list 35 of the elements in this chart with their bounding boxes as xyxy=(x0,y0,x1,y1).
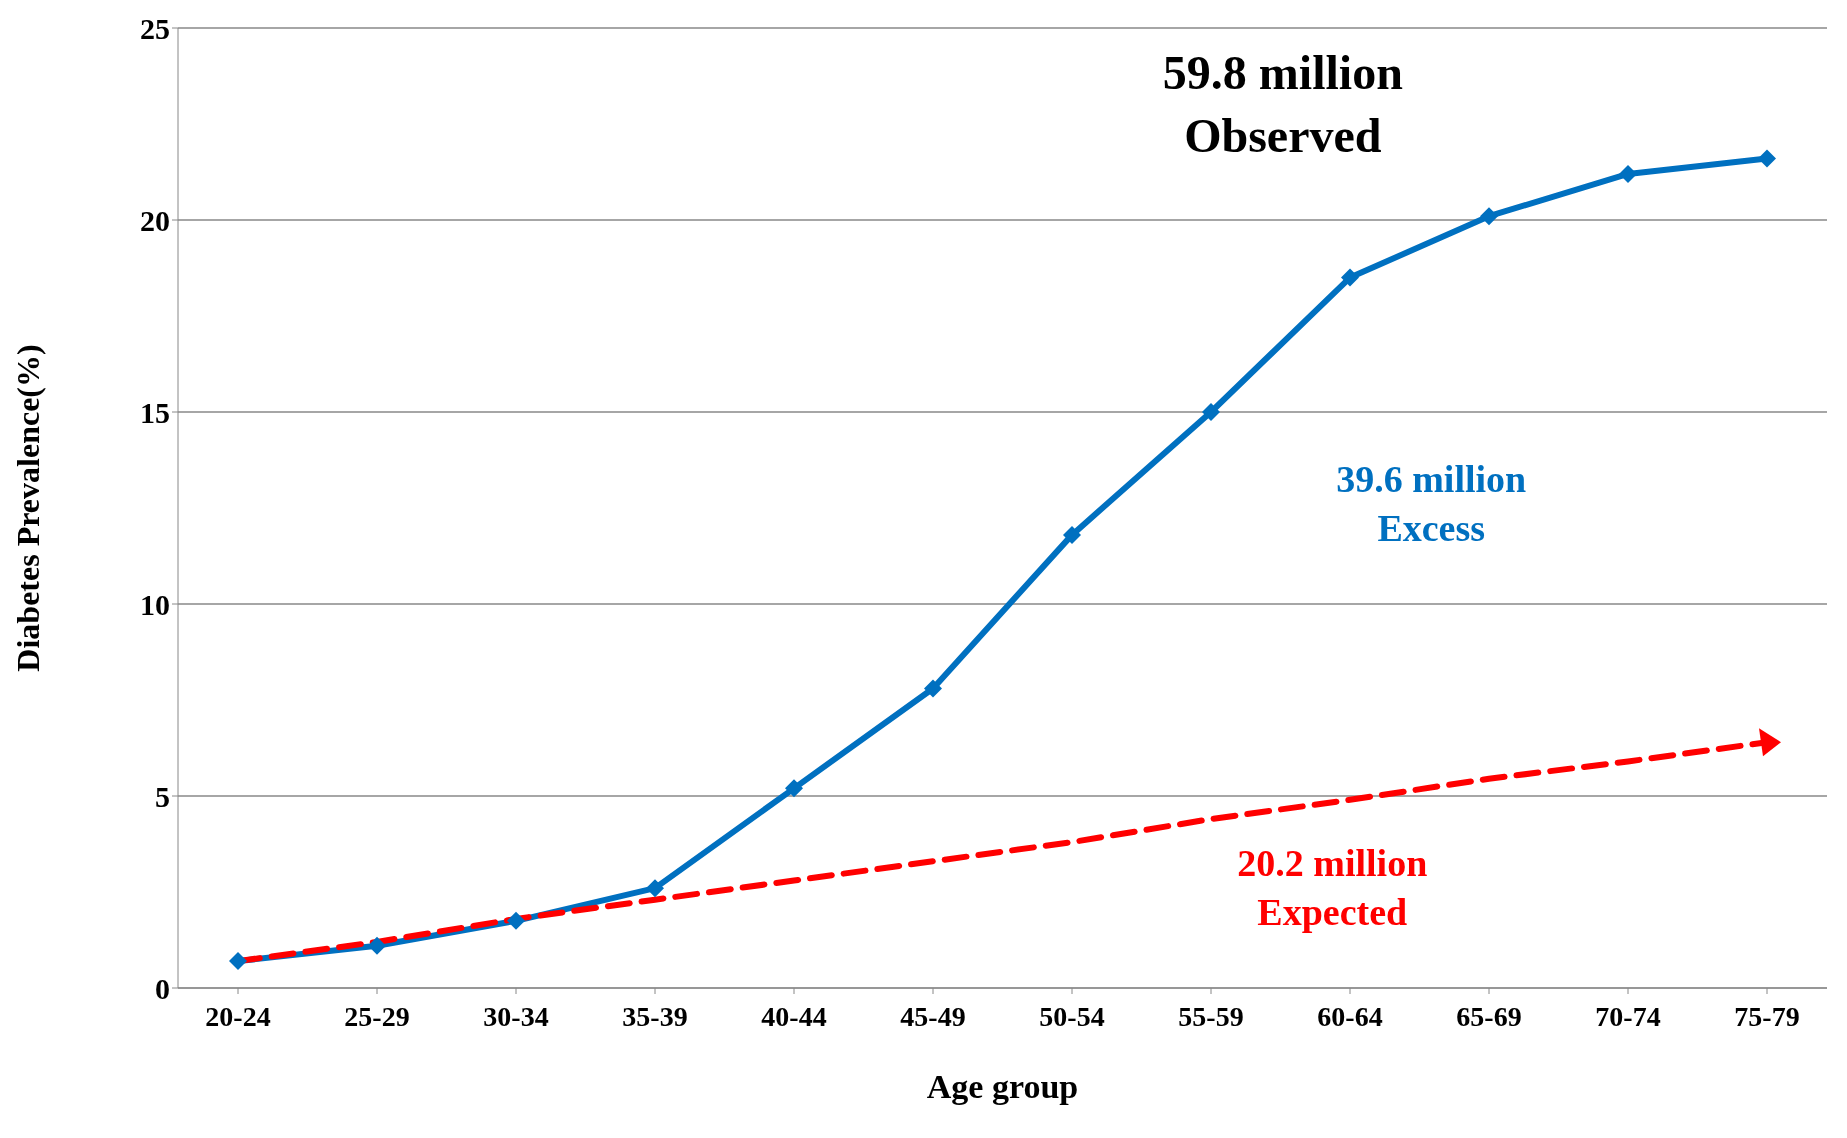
y-axis-title: Diabetes Prevalence(%) xyxy=(10,344,47,672)
annotation: 59.8 million Observed xyxy=(1161,45,1404,164)
x-tick-label: 75-79 xyxy=(1734,1000,1800,1032)
point xyxy=(229,952,247,971)
x-tick-label: 70-74 xyxy=(1595,1000,1661,1032)
y-tick-label: 5 xyxy=(155,779,170,813)
point xyxy=(1480,207,1498,226)
y-tick-label: 25 xyxy=(140,11,170,45)
x-tick-label: 45-49 xyxy=(900,1000,966,1032)
x-axis-title: Age group xyxy=(926,1068,1079,1105)
point xyxy=(507,911,525,930)
y-tick-label: 15 xyxy=(140,395,170,429)
point xyxy=(646,879,664,898)
point xyxy=(1758,149,1776,168)
x-tick-label: 25-29 xyxy=(344,1000,410,1032)
y-tick-label: 0 xyxy=(155,971,170,1005)
x-tick-label: 35-39 xyxy=(622,1000,688,1032)
point xyxy=(924,679,942,698)
x-tick-label: 60-64 xyxy=(1317,1000,1383,1032)
point xyxy=(1619,164,1637,183)
point xyxy=(785,779,803,798)
x-tick-label: 50-54 xyxy=(1039,1000,1105,1032)
x-tick-label: 55-59 xyxy=(1178,1000,1244,1032)
point xyxy=(1063,525,1081,544)
x-tick-label: 20-24 xyxy=(205,1000,271,1032)
annotation: 20.2 million Expected xyxy=(1236,840,1429,935)
x-tick-label: 40-44 xyxy=(761,1000,827,1032)
annotation: 39.6 million Excess xyxy=(1335,456,1528,551)
x-tick-label: 30-34 xyxy=(483,1000,549,1032)
point xyxy=(1202,403,1220,421)
point xyxy=(1341,268,1359,287)
x-tick-label: 65-69 xyxy=(1456,1000,1522,1032)
y-tick-label: 20 xyxy=(140,203,170,237)
y-tick-label: 10 xyxy=(140,587,170,621)
point xyxy=(368,936,386,955)
